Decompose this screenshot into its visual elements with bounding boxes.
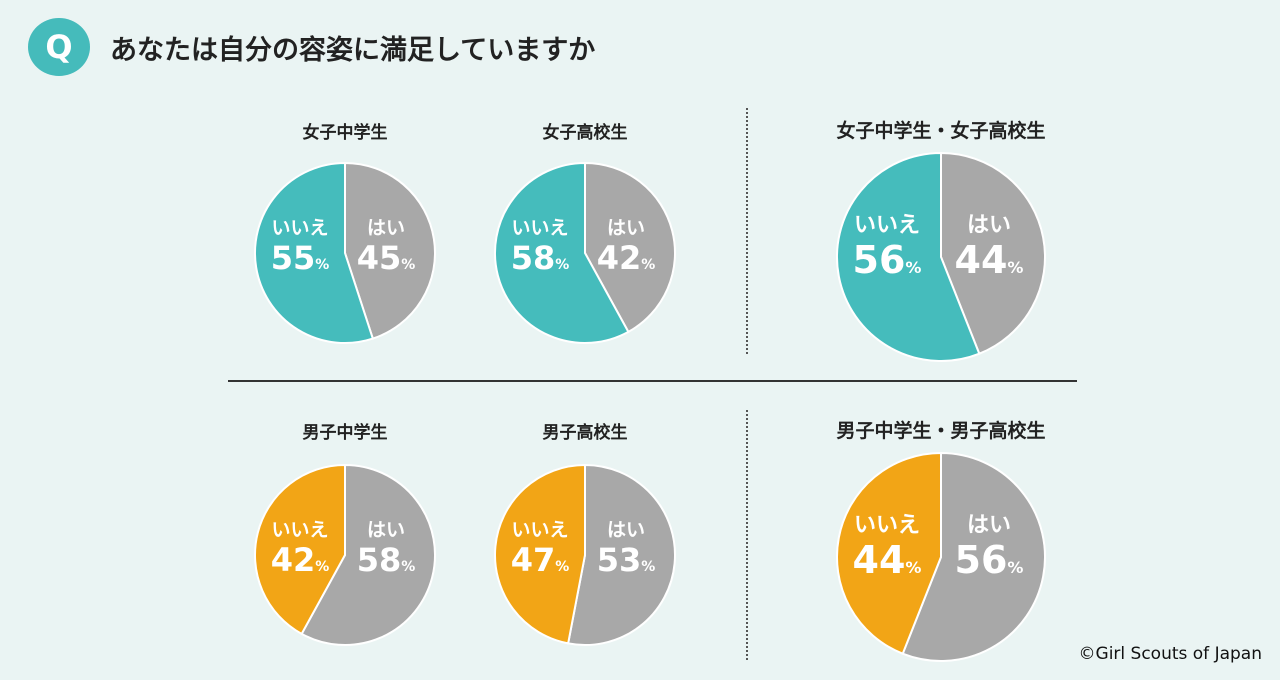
data-label-no: いいえ 47% [510,519,570,579]
data-label-no: いいえ 55% [270,217,330,277]
pie-title: 女子中学生 [302,123,388,143]
copyright: ©Girl Scouts of Japan [1078,644,1262,664]
data-label-yes: はい 58% [356,519,416,579]
pie-title: 女子高校生 [542,123,628,143]
data-label-no: いいえ 58% [510,217,570,277]
pie-slice-no [254,161,375,344]
divider-horizontal [228,380,1077,382]
data-label-yes: はい 45% [356,217,416,277]
page-title: あなたは自分の容姿に満足していますか [110,35,596,66]
data-label-no: いいえ 44% [852,513,922,582]
pie-slice-yes [584,161,676,334]
data-label-yes: はい 44% [954,213,1024,282]
divider-dotted-bottom [746,410,748,660]
pie-slice-no [254,463,346,636]
pie-title: 男子高校生 [542,423,628,443]
pie-slice-yes [344,161,436,340]
pie-title: 女子中学生・女子高校生 [836,120,1046,142]
pie-title: 男子中学生・男子高校生 [836,420,1046,442]
data-label-yes: はい 42% [596,217,656,277]
pie-slice-no [494,161,630,344]
pie-slice-yes [901,451,1046,662]
pie-slice-no [494,463,586,645]
pie-slice-no [836,151,981,362]
data-label-yes: はい 56% [954,513,1024,582]
pie-title: 男子中学生 [302,423,388,443]
data-label-yes: はい 53% [596,519,656,579]
data-label-no: いいえ 56% [852,213,922,282]
question-badge: Q [28,18,90,76]
pie-slice-yes [940,151,1046,355]
pie-slice-yes [300,463,436,646]
pie-slice-yes [566,463,676,646]
divider-dotted-top [746,108,748,354]
pie-slice-no [836,451,942,655]
data-label-no: いいえ 42% [270,519,330,579]
